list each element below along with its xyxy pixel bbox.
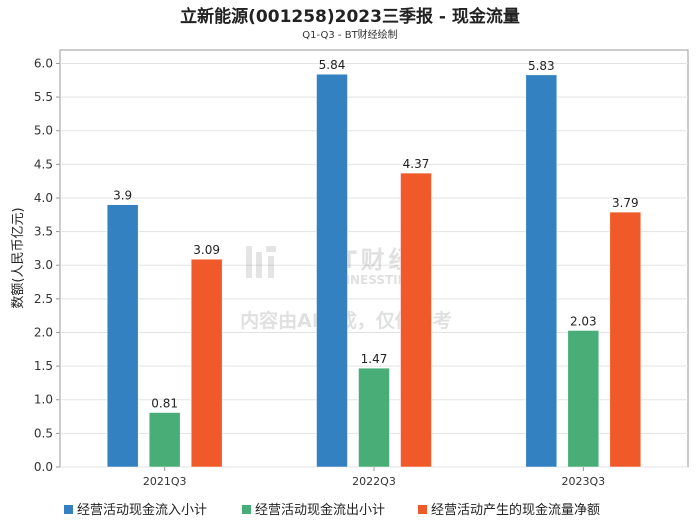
bar-value-labels: 3.9 0.81 3.09 5.84 1.47 4.37 5.83 2.03 3.79 bbox=[113, 58, 639, 410]
bar bbox=[358, 367, 390, 468]
y-tick-label: 0.0 bbox=[34, 460, 53, 474]
bar-value-label: 2.03 bbox=[570, 314, 597, 328]
bar bbox=[148, 412, 181, 468]
y-axis-label: 数额(人民币亿元) bbox=[11, 207, 26, 308]
y-tick-label: 2.0 bbox=[34, 325, 53, 339]
legend-swatch bbox=[418, 505, 427, 514]
y-axis-ticks: 0.0 0.5 1.0 1.5 2.0 2.5 3.0 3.5 4.0 4.5 5.0 5.5 6.0 bbox=[34, 56, 60, 474]
bar bbox=[567, 330, 600, 468]
bar-value-label: 5.83 bbox=[528, 59, 555, 73]
legend-label: 经营活动产生的现金流量净额 bbox=[431, 502, 600, 518]
bar-value-label: 1.47 bbox=[361, 352, 388, 366]
legend-swatch bbox=[64, 505, 73, 514]
y-tick-label: 5.5 bbox=[34, 90, 53, 104]
legend: 经营活动现金流入小计 经营活动现金流出小计 经营活动产生的现金流量净额 bbox=[64, 502, 600, 518]
legend-item: 经营活动现金流入小计 bbox=[64, 502, 207, 518]
y-tick-label: 3.5 bbox=[34, 225, 53, 239]
y-tick-label: 4.0 bbox=[34, 191, 53, 205]
bar-value-label: 3.9 bbox=[113, 189, 132, 203]
legend-label: 经营活动现金流入小计 bbox=[77, 502, 207, 518]
y-tick-label: 3.0 bbox=[34, 258, 53, 272]
watermark-logo-icon bbox=[246, 246, 276, 278]
y-tick-label: 5.0 bbox=[34, 124, 53, 138]
x-axis-ticks: 2021Q3 2022Q3 2023Q3 bbox=[143, 467, 605, 488]
bar-value-label: 0.81 bbox=[151, 397, 178, 411]
bar-value-label: 3.09 bbox=[193, 243, 220, 257]
legend-label: 经营活动现金流出小计 bbox=[255, 502, 385, 518]
legend-item: 经营活动现金流出小计 bbox=[242, 502, 385, 518]
bar bbox=[190, 258, 223, 468]
bar bbox=[316, 73, 348, 468]
y-tick-label: 6.0 bbox=[34, 56, 53, 70]
x-tick-label: 2023Q3 bbox=[562, 475, 606, 488]
bar-value-label: 4.37 bbox=[403, 157, 430, 171]
bar-value-label: 5.84 bbox=[319, 58, 346, 72]
bar-series bbox=[106, 73, 642, 468]
y-tick-label: 1.5 bbox=[34, 359, 53, 373]
x-tick-label: 2021Q3 bbox=[143, 475, 187, 488]
y-tick-label: 1.0 bbox=[34, 393, 53, 407]
bar bbox=[609, 211, 642, 468]
x-tick-label: 2022Q3 bbox=[352, 475, 396, 488]
legend-swatch bbox=[242, 505, 251, 514]
chart-subtitle: Q1-Q3 - BT财经绘制 bbox=[302, 28, 397, 41]
y-tick-label: 0.5 bbox=[34, 426, 53, 440]
y-tick-label: 4.5 bbox=[34, 157, 53, 171]
bar bbox=[400, 172, 432, 468]
bar bbox=[106, 204, 139, 468]
chart-title: 立新能源(001258)2023三季报 - 现金流量 bbox=[180, 6, 520, 27]
bar-value-label: 3.79 bbox=[612, 196, 639, 210]
y-tick-label: 2.5 bbox=[34, 292, 53, 306]
bar bbox=[525, 74, 558, 468]
legend-item: 经营活动产生的现金流量净额 bbox=[418, 502, 600, 518]
